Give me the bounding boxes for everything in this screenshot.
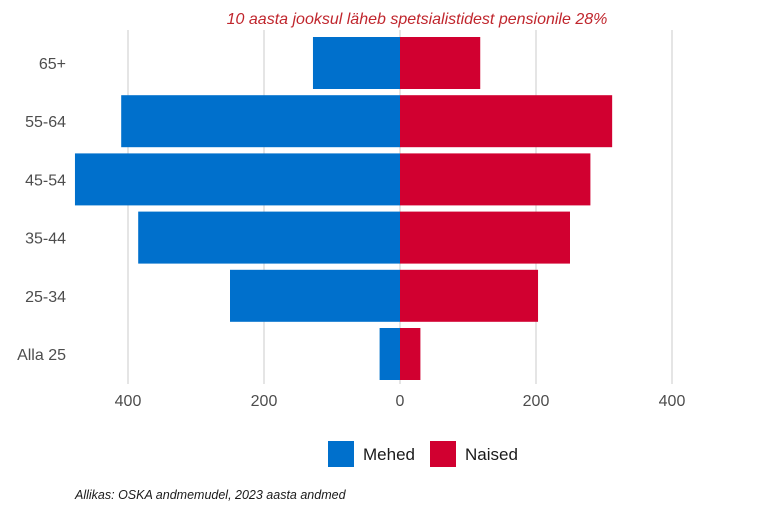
bar-naised-25-34 — [400, 269, 539, 322]
legend-swatch-naised — [430, 441, 456, 467]
x-tick-label: 200 — [251, 393, 278, 410]
x-tick-label: 0 — [396, 393, 405, 410]
legend-label-mehed: Mehed — [363, 445, 415, 464]
x-axis: 400 200 0 200 400 — [115, 393, 686, 410]
legend-label-naised: Naised — [465, 445, 518, 464]
bar-mehed-35-44 — [138, 211, 400, 264]
y-axis: Alla 25 25-34 35-44 45-54 55-64 65+ — [17, 56, 66, 364]
y-tick-label: 25-34 — [25, 289, 66, 306]
bar-mehed-alla-25 — [379, 328, 400, 380]
x-tick-label: 400 — [115, 393, 142, 410]
y-tick-label: Alla 25 — [17, 347, 66, 364]
bar-naised-45-54 — [400, 153, 591, 206]
bar-naised-65- — [400, 37, 481, 89]
x-tick-label: 400 — [659, 393, 686, 410]
bar-naised-55-64 — [400, 95, 613, 148]
bars — [74, 37, 613, 380]
legend-swatch-mehed — [328, 441, 354, 467]
bar-mehed-25-34 — [230, 269, 400, 322]
y-tick-label: 35-44 — [25, 231, 66, 248]
y-tick-label: 65+ — [39, 56, 66, 73]
chart-title: 10 aasta jooksul läheb spetsialistidest … — [227, 11, 608, 28]
bar-mehed-55-64 — [121, 95, 400, 148]
source-caption: Allikas: OSKA andmemudel, 2023 aasta and… — [74, 488, 347, 502]
bar-naised-alla-25 — [400, 328, 421, 380]
bar-naised-35-44 — [400, 211, 570, 264]
legend: Mehed Naised — [328, 441, 518, 467]
x-tick-label: 200 — [523, 393, 550, 410]
bar-mehed-65- — [312, 37, 400, 89]
y-tick-label: 45-54 — [25, 172, 66, 189]
y-tick-label: 55-64 — [25, 114, 66, 131]
bar-mehed-45-54 — [74, 153, 401, 206]
